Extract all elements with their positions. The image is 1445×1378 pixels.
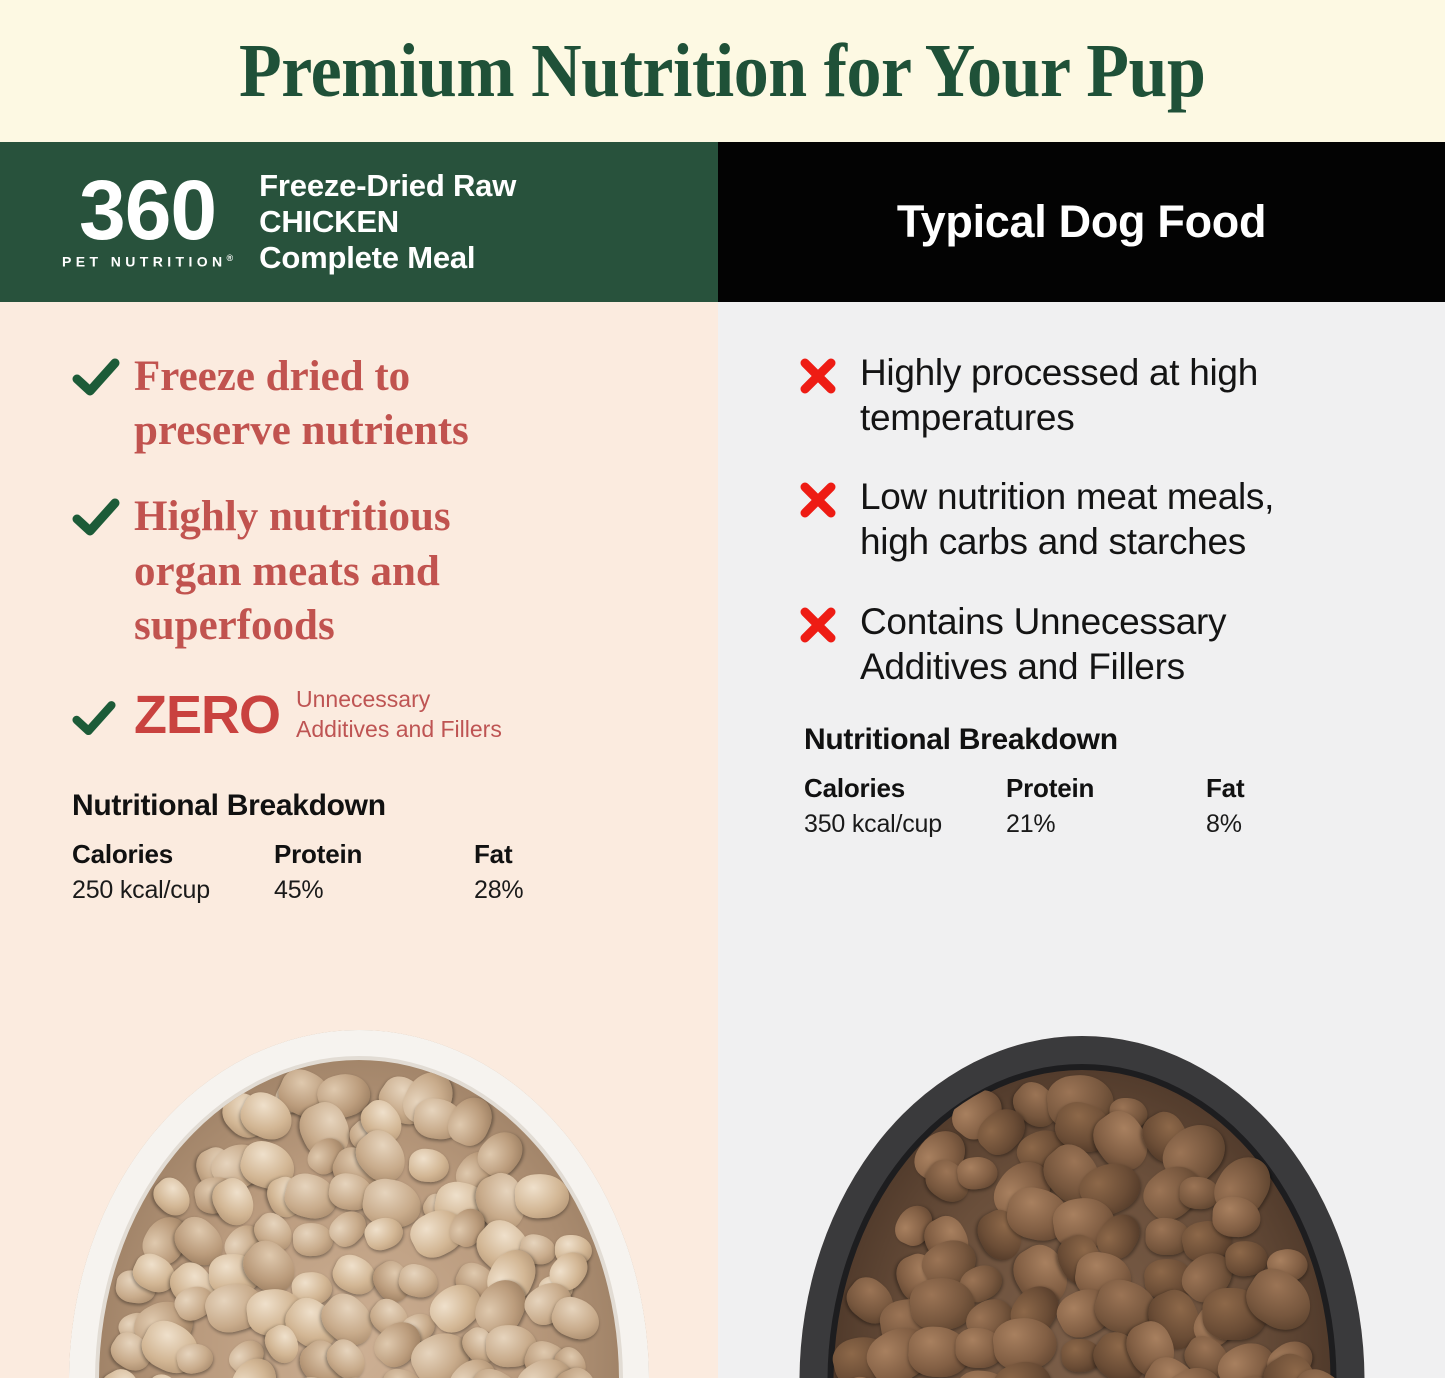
nutrition-value: 21% [1006, 809, 1056, 838]
product-title-line-3: Complete Meal [259, 239, 476, 275]
list-item: Low nutrition meat meals, high carbs and… [736, 474, 1445, 564]
nutrition-breakdown: Nutritional Breakdown Calories 350 kcal/… [718, 723, 1445, 839]
product-header-band: 360 PET NUTRITION® Freeze-Dried Raw CHIC… [0, 142, 718, 302]
nutrition-breakdown: Nutritional Breakdown Calories 250 kcal/… [0, 789, 718, 905]
white-bowl-icon [69, 1030, 649, 1378]
list-item: Highly nutritious organ meats and superf… [0, 490, 718, 653]
zero-additives-row: ZERO Unnecessary Additives and Fillers [0, 685, 718, 745]
drawback-text: Low nutrition meat meals, high carbs and… [860, 476, 1275, 563]
logo-mark: 360 [79, 163, 217, 258]
nutrition-cell-fat: Fat 28% [474, 838, 524, 905]
kibble-pieces [829, 1066, 1334, 1378]
zero-note-line-2: Additives and Fillers [296, 715, 502, 742]
nutrition-table: Calories 350 kcal/cup Protein 21% Fat 8% [804, 773, 1445, 839]
zero-note: Unnecessary Additives and Fillers [296, 685, 502, 745]
nutrition-header: Protein [274, 838, 363, 869]
registered-mark-icon: ® [226, 253, 234, 264]
product-title-line-1: Freeze-Dried Raw [259, 168, 517, 204]
nutrition-cell-calories: Calories 350 kcal/cup [804, 773, 1006, 839]
nutrition-header: Calories [72, 838, 174, 869]
typical-header-band: Typical Dog Food [718, 142, 1445, 302]
cross-icon [798, 474, 860, 520]
typical-food-column: Typical Dog Food Highly processed at hig… [718, 142, 1445, 1378]
typical-bowl-image [718, 958, 1445, 1378]
typical-drawbacks-list: Highly processed at high temperatures Lo… [718, 302, 1445, 689]
nutrition-cell-fat: Fat 8% [1206, 772, 1245, 839]
nutrition-cell-protein: Protein 21% [1006, 773, 1206, 839]
logo-subtitle-text: PET NUTRITION [62, 253, 227, 270]
nutrition-value: 8% [1206, 809, 1242, 838]
page-title: Premium Nutrition for Your Pup [239, 29, 1206, 113]
list-item: Contains Unnecessary Additives and Fille… [736, 599, 1445, 689]
comparison-columns: 360 PET NUTRITION® Freeze-Dried Raw CHIC… [0, 142, 1445, 1378]
black-bowl-icon [799, 1036, 1364, 1378]
benefit-text: Freeze dried to preserve nutrients [134, 353, 469, 455]
product-column: 360 PET NUTRITION® Freeze-Dried Raw CHIC… [0, 142, 718, 1378]
product-benefits-list: Freeze dried to preserve nutrients Highl… [0, 302, 718, 745]
zero-label: ZERO [134, 684, 281, 745]
nutrition-table: Calories 250 kcal/cup Protein 45% Fat 28… [72, 839, 718, 905]
drawback-text: Contains Unnecessary Additives and Fille… [860, 600, 1227, 687]
page-header: Premium Nutrition for Your Pup [0, 0, 1445, 142]
nutrition-value: 350 kcal/cup [804, 809, 942, 838]
logo-subtitle: PET NUTRITION® [62, 253, 233, 270]
product-title: Freeze-Dried Raw CHICKEN Complete Meal [259, 168, 516, 276]
check-icon [72, 350, 134, 398]
nutrition-header: Fat [1206, 772, 1245, 803]
nutrition-title: Nutritional Breakdown [804, 722, 1118, 756]
product-title-line-2: CHICKEN [259, 204, 399, 240]
cross-icon [798, 599, 860, 645]
check-icon [72, 692, 134, 738]
nutrition-title: Nutritional Breakdown [72, 788, 386, 822]
nutrition-value: 45% [274, 875, 324, 904]
nutrition-cell-calories: Calories 250 kcal/cup [72, 839, 274, 905]
nutrition-header: Protein [1006, 772, 1095, 803]
drawback-text: Highly processed at high temperatures [860, 352, 1258, 439]
nutrition-value: 250 kcal/cup [72, 875, 210, 904]
list-item: Highly processed at high temperatures [736, 350, 1445, 440]
nutrition-header: Fat [474, 838, 513, 869]
benefit-text: Highly nutritious organ meats and superf… [134, 493, 451, 649]
nutrition-value: 28% [474, 875, 524, 904]
nutrition-header: Calories [804, 772, 906, 803]
typical-food-title: Typical Dog Food [896, 196, 1267, 247]
freeze-dried-pieces [99, 1060, 619, 1378]
nutrition-cell-protein: Protein 45% [274, 839, 474, 905]
check-icon [72, 490, 134, 538]
zero-note-line-1: Unnecessary [296, 685, 431, 712]
product-bowl-image [0, 958, 718, 1378]
cross-icon [798, 350, 860, 396]
list-item: Freeze dried to preserve nutrients [0, 350, 718, 458]
brand-logo: 360 PET NUTRITION® [62, 163, 233, 270]
